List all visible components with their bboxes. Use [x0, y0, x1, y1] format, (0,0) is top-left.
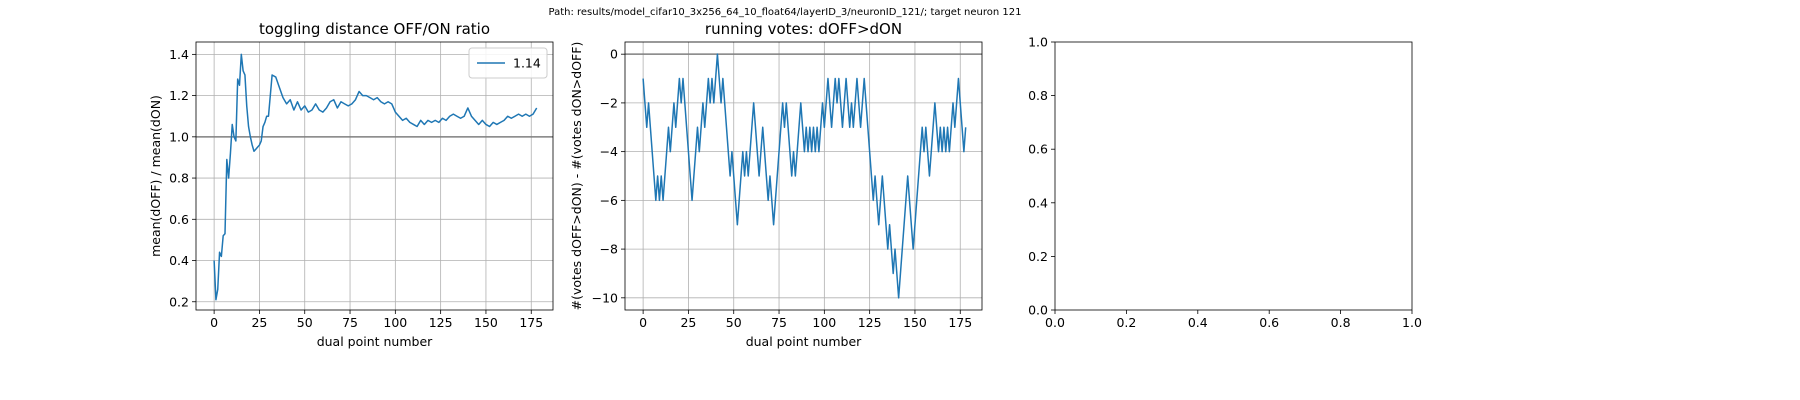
- x-tick-label: 100: [812, 315, 836, 330]
- axes-frame: [195, 41, 554, 311]
- axes-frame: [624, 41, 983, 311]
- x-tick-label: 50: [297, 315, 313, 330]
- x-tick-label: 75: [771, 315, 787, 330]
- x-tick-label: 75: [342, 315, 358, 330]
- x-tick-label: 125: [429, 315, 453, 330]
- y-tick-label: −6: [600, 193, 618, 208]
- x-tick-label: 0: [639, 315, 647, 330]
- y-tick-label: 0.8: [169, 171, 189, 186]
- y-tick-label: 0.8: [1028, 88, 1048, 103]
- chart-title: toggling distance OFF/ON ratio: [259, 20, 490, 38]
- x-tick-label: 0.6: [1259, 315, 1279, 330]
- y-tick-label: −8: [600, 242, 618, 257]
- x-tick-label: 25: [251, 315, 267, 330]
- chart-toggling-ratio: 0 25 50 75 100 125 150 175 0.2 0.4 0.6 0.8 1.0 1.2 1.4…: [148, 20, 554, 349]
- x-tick-label: 25: [680, 315, 696, 330]
- x-tick-label: 100: [383, 315, 407, 330]
- series-line: [213, 53, 538, 301]
- y-tick-label: 0.4: [1028, 195, 1048, 210]
- y-tick-label: −2: [600, 95, 618, 110]
- x-tick-label: 150: [903, 315, 927, 330]
- y-tick-label: 1.0: [169, 129, 189, 144]
- legend-entry: 1.14: [513, 56, 541, 71]
- chart-running-votes: 0 25 50 75 100 125 150 175 0 −2 −4 −6 −8 −10 running v…: [569, 20, 983, 349]
- y-tick-label: 0.2: [1028, 249, 1048, 264]
- y-tick-label: 0.6: [169, 212, 189, 227]
- x-tick-label: 125: [858, 315, 882, 330]
- figure-suptitle: Path: results/model_cifar10_3x256_64_10_…: [548, 7, 1022, 18]
- axes-frame: [1054, 41, 1413, 311]
- x-tick-label: 175: [519, 315, 543, 330]
- x-tick-label: 175: [948, 315, 972, 330]
- chart-title: running votes: dOFF>dON: [705, 20, 902, 38]
- y-tick-label: 0.4: [169, 253, 189, 268]
- x-tick-label: 0.8: [1331, 315, 1351, 330]
- x-tick-label: 0.2: [1116, 315, 1136, 330]
- legend: 1.14: [468, 47, 548, 79]
- y-axis-label: mean(dOFF) / mean(dON): [148, 95, 163, 257]
- x-tick-label: 0.4: [1188, 315, 1208, 330]
- x-axis-label: dual point number: [317, 334, 433, 349]
- y-tick-label: 0.6: [1028, 142, 1048, 157]
- y-axis-label: #(votes dOFF>dON) - #(votes dON>dOFF): [569, 42, 584, 311]
- y-tick-label: 0.0: [1028, 303, 1048, 318]
- x-tick-label: 0: [210, 315, 218, 330]
- x-tick-label: 0.0: [1045, 315, 1065, 330]
- x-tick-label: 1.0: [1402, 315, 1422, 330]
- series-line: [642, 53, 967, 299]
- y-tick-label: 1.4: [169, 47, 189, 62]
- y-tick-label: 1.0: [1028, 35, 1048, 50]
- plot-area: [1055, 42, 1412, 310]
- x-tick-label: 50: [726, 315, 742, 330]
- y-tick-label: −4: [600, 144, 618, 159]
- chart-empty-axes: 0.0 0.2 0.4 0.6 0.8 1.0 0.0 0.2 0.4 0.6 0.8 1.0: [1028, 35, 1422, 331]
- y-tick-label: 0: [610, 47, 618, 62]
- y-tick-label: −10: [592, 290, 618, 305]
- y-tick-label: 0.2: [169, 294, 189, 309]
- y-tick-label: 1.2: [169, 88, 189, 103]
- plot-area: [196, 42, 553, 310]
- legend-box: [468, 47, 548, 79]
- x-tick-label: 150: [474, 315, 498, 330]
- plot-area: [625, 42, 982, 310]
- x-axis-label: dual point number: [746, 334, 862, 349]
